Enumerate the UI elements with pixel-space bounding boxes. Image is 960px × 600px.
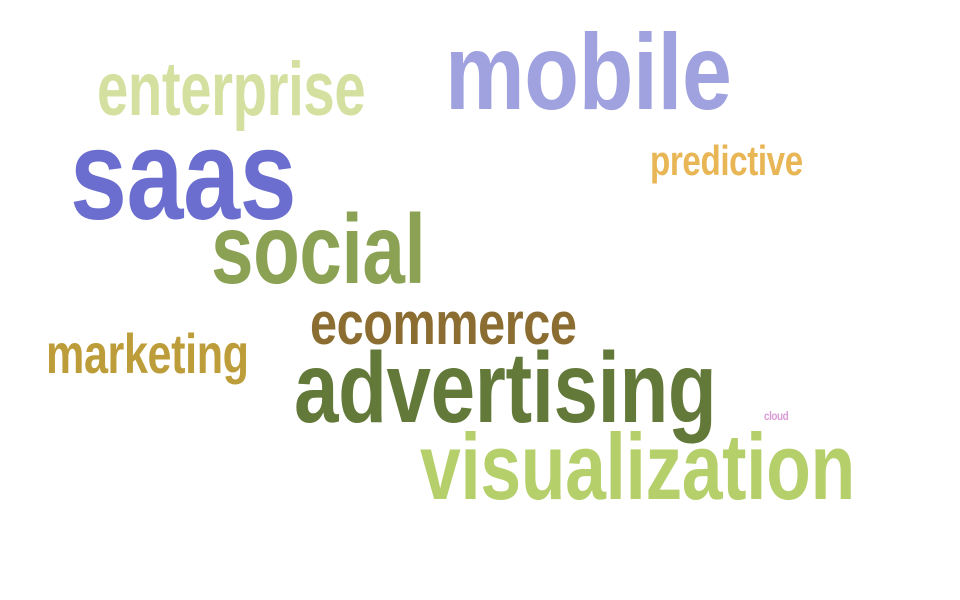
word-predictive: predictive [650, 137, 803, 184]
word-social: social [211, 194, 426, 304]
word-ecommerce: ecommerce [310, 290, 577, 357]
word-visualization: visualization [420, 414, 855, 519]
word-enterprise: enterprise [97, 47, 366, 132]
word-advertising: advertising [294, 332, 717, 444]
word-marketing: marketing [46, 322, 249, 385]
word-cloud-small: cloud [764, 409, 789, 423]
word-saas: saas [70, 104, 297, 247]
word-mobile: mobile [445, 11, 732, 132]
